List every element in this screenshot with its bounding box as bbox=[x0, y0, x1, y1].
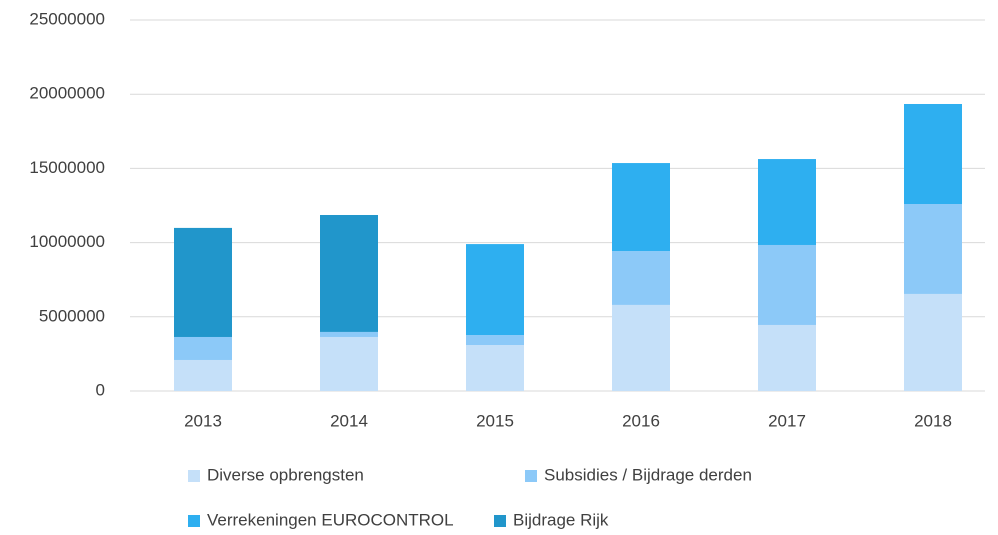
y-tick-label: 20000000 bbox=[29, 84, 105, 103]
bar-segment bbox=[612, 304, 670, 391]
y-tick-label: 15000000 bbox=[29, 158, 105, 177]
bar-segment bbox=[174, 227, 232, 337]
bar-segment bbox=[466, 335, 524, 345]
bar-segment bbox=[612, 163, 670, 252]
bar-segment bbox=[758, 324, 816, 391]
y-tick-label: 10000000 bbox=[29, 232, 105, 251]
x-tick-label: 2016 bbox=[622, 411, 660, 430]
y-tick-label: 5000000 bbox=[39, 306, 105, 325]
x-tick-label: 2015 bbox=[476, 411, 514, 430]
x-tick-label: 2018 bbox=[914, 411, 952, 430]
bar-segment bbox=[612, 251, 670, 305]
legend-swatch bbox=[188, 470, 200, 482]
bar-segment bbox=[174, 359, 232, 391]
x-tick-label: 2017 bbox=[768, 411, 806, 430]
bar-segment bbox=[904, 293, 962, 391]
legend-swatch bbox=[525, 470, 537, 482]
bar-segment bbox=[904, 103, 962, 205]
bar-segment bbox=[320, 336, 378, 391]
bar-segment bbox=[320, 331, 378, 337]
bar-segment bbox=[758, 244, 816, 325]
y-tick-label: 0 bbox=[96, 380, 105, 399]
legend-label: Verrekeningen EUROCONTROL bbox=[207, 510, 454, 529]
bar-segment bbox=[758, 159, 816, 245]
legend-swatch bbox=[188, 515, 200, 527]
legend-label: Diverse opbrengsten bbox=[207, 465, 364, 484]
legend-label: Bijdrage Rijk bbox=[513, 510, 609, 529]
legend-swatch bbox=[494, 515, 506, 527]
x-tick-label: 2013 bbox=[184, 411, 222, 430]
legend-label: Subsidies / Bijdrage derden bbox=[544, 465, 752, 484]
y-tick-label: 25000000 bbox=[29, 9, 105, 28]
bar-segment bbox=[466, 244, 524, 336]
x-tick-label: 2014 bbox=[330, 411, 368, 430]
bar-segment bbox=[174, 336, 232, 360]
bar-segment bbox=[904, 204, 962, 294]
bar-segment bbox=[320, 214, 378, 332]
bar-segment bbox=[466, 344, 524, 391]
